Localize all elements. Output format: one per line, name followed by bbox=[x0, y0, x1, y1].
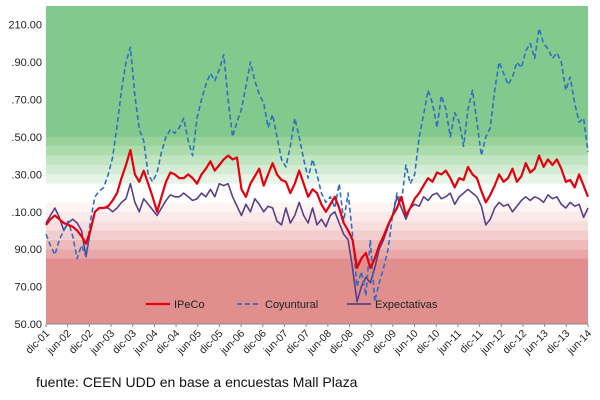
y-tick-label: 90.00 bbox=[14, 244, 42, 256]
zone-band-11 bbox=[46, 155, 588, 165]
zone-band-0 bbox=[46, 258, 588, 324]
x-tick-label: jun-12 bbox=[478, 328, 508, 358]
y-tick-label: .70.00 bbox=[11, 95, 42, 107]
zone-band-14 bbox=[46, 6, 588, 137]
zone-band-9 bbox=[46, 174, 588, 184]
zone-band-7 bbox=[46, 193, 588, 203]
legend-label-coyuntural: Coyuntural bbox=[265, 299, 318, 311]
zone-band-2 bbox=[46, 239, 588, 250]
zone-band-13 bbox=[46, 136, 588, 147]
x-tick-label: jun-07 bbox=[261, 328, 291, 358]
background-zones bbox=[46, 6, 588, 324]
x-tick-label: dic-10 bbox=[414, 328, 443, 357]
source-note: fuente: CEEN UDD en base a encuestas Mal… bbox=[36, 374, 358, 390]
y-tick-label: 210.00 bbox=[8, 20, 42, 32]
zone-band-6 bbox=[46, 202, 588, 212]
zone-band-3 bbox=[46, 230, 588, 240]
x-tick-label: jun-02 bbox=[44, 328, 74, 358]
legend-label-ipeco: IPeCo bbox=[174, 299, 205, 311]
zone-band-4 bbox=[46, 221, 588, 231]
zone-band-8 bbox=[46, 183, 588, 194]
zone-band-12 bbox=[46, 146, 588, 156]
x-tick-label: jun-06 bbox=[217, 328, 247, 358]
x-tick-label: jun-04 bbox=[131, 328, 161, 358]
zone-band-1 bbox=[46, 249, 588, 259]
series-line-coyuntural bbox=[45, 27, 589, 303]
legend: IPeCo Coyuntural Expectativas bbox=[146, 299, 438, 311]
y-tick-label: .10.00 bbox=[11, 207, 42, 219]
x-tick-label: jun-05 bbox=[174, 328, 204, 358]
series-line-expectativas bbox=[45, 182, 589, 303]
y-tick-label: .90.00 bbox=[11, 57, 42, 69]
x-tick-label: jun-09 bbox=[347, 328, 377, 358]
x-tick-label: jun-14 bbox=[564, 328, 594, 358]
x-tick-label: jun-03 bbox=[87, 328, 117, 358]
y-tick-label: .30.00 bbox=[11, 169, 42, 181]
x-tick-label: jun-11 bbox=[435, 328, 464, 357]
zone-band-10 bbox=[46, 165, 588, 175]
x-tick-label: jun-13 bbox=[521, 328, 551, 358]
x-tick-label: jun-08 bbox=[304, 328, 334, 358]
y-axis-ticks: 50.00 70.00 90.00 .10.00 .30.00 .50.00 .70.00.… bbox=[8, 20, 42, 331]
legend-label-expectativas: Expectativas bbox=[375, 299, 438, 311]
y-tick-label: 70.00 bbox=[14, 282, 42, 294]
y-tick-label: .50.00 bbox=[11, 132, 42, 144]
x-tick-label: jun-10 bbox=[391, 328, 421, 358]
x-axis-ticks: dic-01jun-02dic-02jun-03dic-03jun-04dic-… bbox=[23, 324, 594, 357]
series-lines bbox=[45, 27, 590, 303]
y-tick-label: 50.00 bbox=[14, 319, 42, 331]
zone-band-5 bbox=[46, 211, 588, 222]
series-line-ipeco bbox=[45, 148, 590, 269]
